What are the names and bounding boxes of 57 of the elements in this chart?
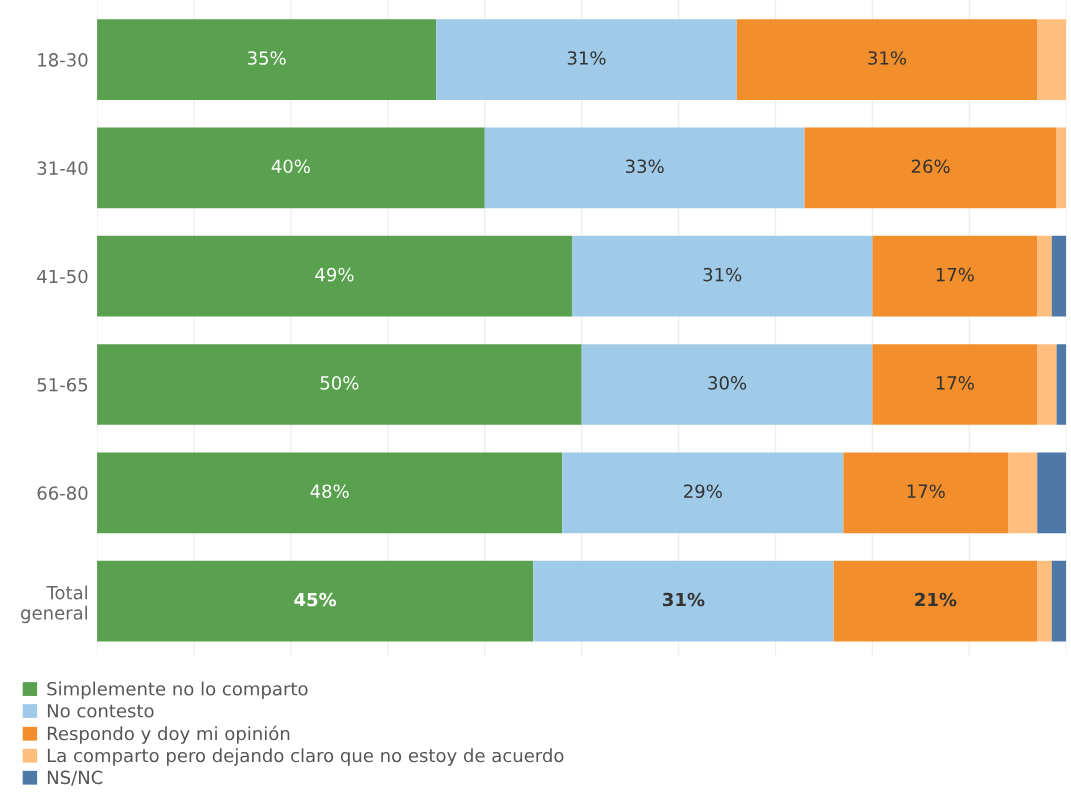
y-tick-label: 41-50 <box>37 269 88 284</box>
bar <box>484 127 805 209</box>
data-label: 31% <box>703 267 742 282</box>
bar <box>1037 344 1057 425</box>
data-label: 17% <box>936 267 974 282</box>
data-label: 26% <box>911 159 950 174</box>
data-label: 31% <box>567 51 606 65</box>
bar <box>872 344 1038 425</box>
y-tick-label: Total general <box>21 585 88 624</box>
bar <box>1008 452 1038 534</box>
bar <box>804 127 1057 209</box>
legend-label: Respondo y doy mi opinión <box>47 725 290 744</box>
bar <box>1037 235 1052 317</box>
y-tick-label: 31-40 <box>37 161 88 175</box>
bar <box>581 344 873 425</box>
data-label: 29% <box>684 484 722 499</box>
bar <box>97 344 582 425</box>
bar <box>833 560 1038 642</box>
y-tick-label: 51-65 <box>37 377 88 392</box>
data-label: 45% <box>294 592 337 607</box>
bar <box>1037 452 1067 534</box>
data-label: 35% <box>247 51 286 65</box>
y-tick-label: 66-80 <box>37 486 88 500</box>
bar <box>436 19 737 100</box>
data-label: 48% <box>310 484 349 499</box>
data-label: 50% <box>320 376 359 390</box>
bar <box>1051 235 1067 317</box>
bar <box>97 452 563 534</box>
bar <box>736 19 1038 100</box>
data-label: 33% <box>625 159 664 174</box>
data-label: 31% <box>663 592 705 607</box>
data-label: 49% <box>315 267 354 282</box>
data-label: 17% <box>907 484 945 499</box>
bar <box>97 235 572 317</box>
bar <box>1037 19 1067 100</box>
bar <box>1056 344 1067 425</box>
bar <box>533 560 834 642</box>
bar <box>97 560 534 642</box>
legend-label: La comparto pero dejando claro que no estoy de acuerdo <box>47 748 564 766</box>
legend-label: Simplemente no lo comparto <box>47 681 308 700</box>
bar <box>1051 560 1067 642</box>
bar <box>562 452 844 534</box>
y-tick-label: 18-30 <box>38 53 88 67</box>
legend-label: No contesto <box>47 704 154 718</box>
bar <box>1037 560 1052 642</box>
data-label: 21% <box>915 592 957 607</box>
data-label: 31% <box>868 51 907 65</box>
data-label: 17% <box>936 376 974 390</box>
legend-label: NS/NC <box>47 770 103 786</box>
data-label: 30% <box>708 376 747 390</box>
data-label: 40% <box>271 159 310 174</box>
bar <box>97 19 437 100</box>
bar <box>1056 127 1067 209</box>
bar <box>843 452 1009 534</box>
bar <box>571 235 873 317</box>
bar <box>872 235 1038 317</box>
bar <box>97 127 485 209</box>
